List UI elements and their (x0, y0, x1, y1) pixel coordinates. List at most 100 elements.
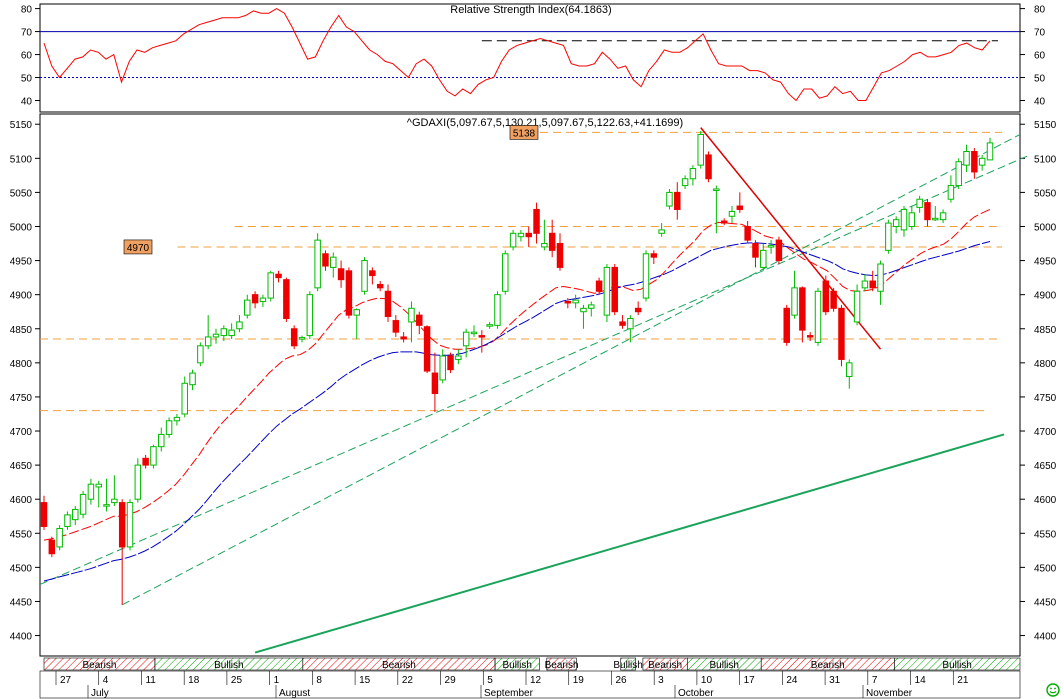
price-tick-left: 4500 (10, 563, 33, 574)
rsi-tick-left: 70 (21, 28, 33, 39)
candle-up (666, 191, 673, 207)
signal-label: Bullish (710, 660, 739, 671)
date-label: 31 (829, 675, 841, 686)
rsi-panel: Relative Strength Index(64.1863) 80 80 70 7… (21, 3, 1046, 113)
rsi-tick-right: 50 (1034, 74, 1046, 85)
month-label: September (484, 688, 534, 699)
date-label: 22 (402, 675, 414, 686)
candle-down (345, 270, 353, 316)
candle-up (134, 464, 142, 500)
signal-label: Bearish (811, 660, 845, 671)
candle-down (142, 457, 149, 466)
candle-up (588, 304, 595, 309)
candle-up (95, 483, 102, 488)
candle-down (478, 335, 486, 338)
rsi-tick-left: 80 (21, 5, 33, 16)
price-tick-right: 5100 (1034, 154, 1057, 165)
signal-label: Bearish (382, 660, 416, 671)
candle-up (713, 188, 720, 191)
signal-strip: Bearish Bullish Bearish Bullish Bearish Bulli… (43, 657, 1021, 671)
price-tick-right: 4550 (1034, 529, 1057, 540)
candle-up (314, 239, 321, 289)
date-label: 19 (573, 675, 585, 686)
price-label-box (123, 239, 153, 255)
candle-up (244, 299, 251, 316)
price-tick-left: 5100 (10, 154, 33, 165)
candle-up (470, 331, 478, 335)
candle-up (158, 433, 165, 448)
rsi-tick-left: 40 (21, 97, 33, 108)
candle-up (439, 355, 446, 381)
candle-up (767, 245, 775, 248)
price-tick-left: 4750 (10, 393, 33, 404)
date-axis: 27 4 11 18 25 1 8 15 22 29 5 12 19 26 3 10 17 24 31 7 14 21Ju… (39, 670, 1021, 699)
candle-up (56, 528, 63, 548)
rsi-tick-left: 60 (21, 51, 33, 62)
candle-down (548, 232, 556, 251)
candle-up (455, 355, 462, 360)
long-term-trend-line (254, 433, 1005, 654)
candle-up (165, 420, 173, 435)
candle-up (306, 294, 314, 337)
candle-up (642, 253, 650, 299)
candle-down (416, 314, 423, 326)
candle-up (150, 446, 157, 466)
rsi-title: Relative Strength Index(64.1863) (450, 4, 611, 16)
candle-down (674, 191, 681, 210)
date-label: 3 (658, 675, 664, 686)
candle-down (775, 239, 783, 262)
price-tick-right: 4450 (1034, 597, 1057, 608)
candle-down (275, 273, 282, 279)
candle-down (290, 328, 298, 347)
price-tick-left: 4900 (10, 291, 33, 302)
candle-down (830, 290, 837, 309)
candle-down (251, 294, 259, 304)
candle-down (40, 502, 48, 527)
price-tick-right: 5150 (1034, 120, 1057, 131)
signal-label: Bearish (545, 660, 579, 671)
candle-down (48, 539, 56, 555)
candle-up (728, 210, 736, 217)
date-label: 29 (445, 675, 457, 686)
candle-down (369, 270, 376, 277)
price-tick-left: 4700 (10, 427, 33, 438)
date-label: 11 (145, 675, 156, 686)
candle-down (595, 280, 603, 292)
candle-up (502, 253, 509, 292)
rsi-tick-right: 80 (1034, 5, 1046, 16)
candle-down (799, 287, 806, 331)
candle-down (752, 243, 759, 258)
candle-up (64, 514, 71, 527)
price-tick-left: 5150 (10, 120, 33, 131)
candle-up (963, 150, 970, 166)
date-label: 25 (231, 675, 243, 686)
long-moving-average (43, 241, 991, 582)
candle-up (330, 256, 337, 268)
candle-down (337, 268, 345, 281)
candle-down (384, 290, 392, 317)
price-tick-right: 4650 (1034, 461, 1057, 472)
candle-down (376, 283, 384, 289)
date-label: 1 (274, 675, 280, 686)
candle-up (760, 249, 767, 268)
price-tick-right: 5050 (1034, 188, 1057, 199)
candle-up (79, 493, 87, 515)
price-tick-right: 4800 (1034, 359, 1057, 370)
candle-up (658, 229, 665, 234)
candle-up (298, 337, 306, 340)
date-label: 24 (786, 675, 798, 686)
candle-up (900, 208, 908, 231)
candle-up (259, 297, 267, 302)
price-tick-left: 5000 (10, 222, 33, 233)
price-tick-right: 4500 (1034, 563, 1057, 574)
candle-down (564, 300, 572, 304)
candle-down (869, 280, 876, 289)
candle-up (267, 272, 274, 299)
price-frame (39, 113, 1021, 657)
candle-down (736, 205, 744, 210)
price-tick-left: 4550 (10, 529, 33, 540)
candle-up (72, 508, 79, 521)
candle-up (189, 372, 196, 386)
candle-down (838, 307, 845, 360)
candle-up (681, 178, 689, 187)
